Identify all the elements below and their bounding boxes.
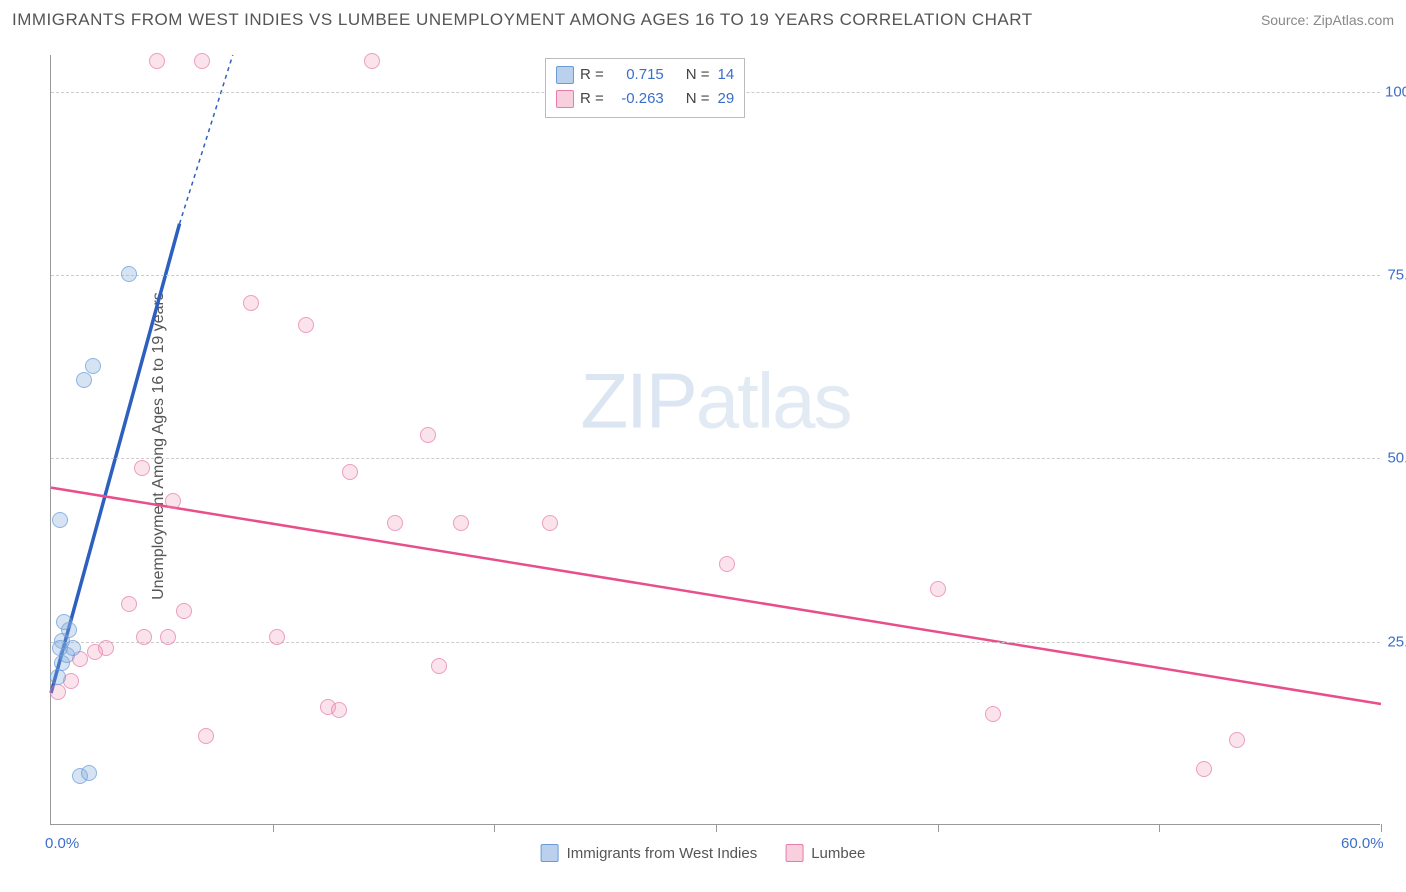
- data-point: [420, 427, 436, 443]
- data-point: [176, 603, 192, 619]
- data-point: [121, 266, 137, 282]
- plot-area: ZIPatlas 25.0%50.0%75.0%100.0%0.0%60.0%: [50, 55, 1380, 825]
- x-tick-mark: [716, 824, 717, 832]
- data-point: [331, 702, 347, 718]
- source-attribution: Source: ZipAtlas.com: [1261, 12, 1394, 28]
- correlation-row-immigrants: R = 0.715 N = 14: [556, 63, 734, 87]
- data-point: [121, 596, 137, 612]
- data-point: [50, 684, 66, 700]
- x-tick-mark: [273, 824, 274, 832]
- correlation-legend: R = 0.715 N = 14 R = -0.263 N = 29: [545, 58, 745, 118]
- data-point: [50, 669, 66, 685]
- swatch-blue-icon: [556, 66, 574, 84]
- data-point: [1229, 732, 1245, 748]
- data-point: [52, 512, 68, 528]
- x-tick-label: 60.0%: [1341, 835, 1384, 852]
- x-tick-mark: [1159, 824, 1160, 832]
- trend-lines-layer: [51, 55, 1380, 824]
- chart-header: IMMIGRANTS FROM WEST INDIES VS LUMBEE UN…: [12, 10, 1394, 30]
- legend-item-lumbee: Lumbee: [785, 844, 865, 862]
- data-point: [243, 295, 259, 311]
- data-point: [56, 614, 72, 630]
- data-point: [98, 640, 114, 656]
- data-point: [930, 581, 946, 597]
- swatch-blue-icon: [541, 844, 559, 862]
- data-point: [985, 706, 1001, 722]
- x-tick-label: 0.0%: [45, 835, 79, 852]
- data-point: [542, 515, 558, 531]
- data-point: [431, 658, 447, 674]
- trend-line: [51, 488, 1381, 704]
- chart-title: IMMIGRANTS FROM WEST INDIES VS LUMBEE UN…: [12, 10, 1033, 30]
- data-point: [85, 358, 101, 374]
- data-point: [453, 515, 469, 531]
- x-tick-mark: [938, 824, 939, 832]
- data-point: [198, 728, 214, 744]
- gridline: [51, 458, 1380, 459]
- data-point: [269, 629, 285, 645]
- data-point: [160, 629, 176, 645]
- data-point: [81, 765, 97, 781]
- data-point: [1196, 761, 1212, 777]
- data-point: [136, 629, 152, 645]
- x-tick-mark: [494, 824, 495, 832]
- data-point: [65, 640, 81, 656]
- gridline: [51, 275, 1380, 276]
- gridline: [51, 642, 1380, 643]
- series-legend: Immigrants from West Indies Lumbee: [541, 844, 866, 862]
- data-point: [165, 493, 181, 509]
- y-tick-label: 100.0%: [1385, 83, 1406, 100]
- data-point: [719, 556, 735, 572]
- data-point: [298, 317, 314, 333]
- y-tick-label: 50.0%: [1385, 450, 1406, 467]
- y-tick-label: 25.0%: [1385, 633, 1406, 650]
- data-point: [134, 460, 150, 476]
- y-tick-label: 75.0%: [1385, 267, 1406, 284]
- data-point: [342, 464, 358, 480]
- data-point: [387, 515, 403, 531]
- x-tick-mark: [1381, 824, 1382, 832]
- data-point: [194, 53, 210, 69]
- trend-line: [180, 55, 233, 224]
- correlation-row-lumbee: R = -0.263 N = 29: [556, 87, 734, 111]
- swatch-pink-icon: [556, 90, 574, 108]
- legend-item-immigrants: Immigrants from West Indies: [541, 844, 758, 862]
- data-point: [149, 53, 165, 69]
- data-point: [76, 372, 92, 388]
- swatch-pink-icon: [785, 844, 803, 862]
- data-point: [364, 53, 380, 69]
